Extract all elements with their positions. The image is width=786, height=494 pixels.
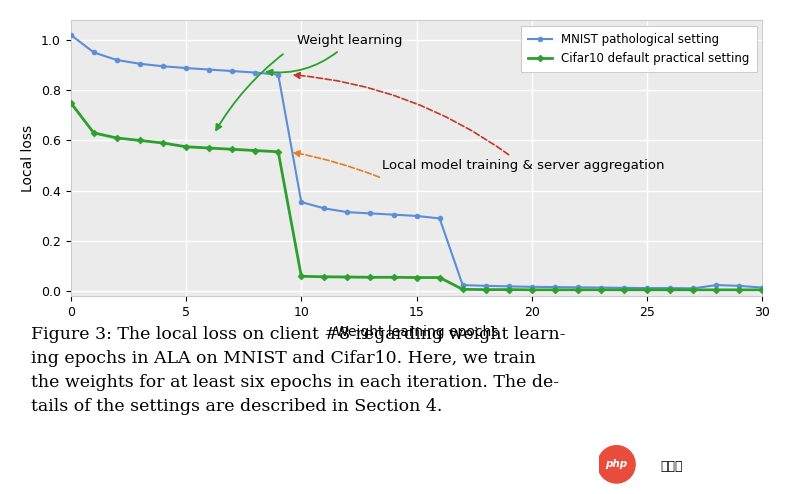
MNIST pathological setting [758, 285, 767, 290]
Cifar10 default practical setting [158, 140, 167, 146]
MNIST pathological setting [481, 283, 490, 289]
Cifar10 default practical setting [343, 274, 352, 280]
Cifar10 default practical setting [573, 287, 582, 293]
Legend: MNIST pathological setting, Cifar10 default practical setting: MNIST pathological setting, Cifar10 defa… [521, 26, 756, 72]
Cifar10 default practical setting [320, 274, 329, 280]
MNIST pathological setting [689, 286, 698, 291]
Cifar10 default practical setting [527, 287, 537, 293]
MNIST pathological setting [112, 57, 122, 63]
Cifar10 default practical setting [251, 148, 260, 154]
Cifar10 default practical setting [642, 287, 652, 293]
Cifar10 default practical setting [689, 287, 698, 293]
Cifar10 default practical setting [365, 274, 375, 280]
MNIST pathological setting [182, 65, 191, 71]
MNIST pathological setting [89, 49, 98, 55]
Text: Local model training & server aggregation: Local model training & server aggregatio… [295, 73, 664, 172]
MNIST pathological setting [504, 284, 513, 289]
Cifar10 default practical setting [182, 144, 191, 150]
MNIST pathological setting [711, 282, 721, 288]
MNIST pathological setting [274, 72, 283, 78]
MNIST pathological setting [66, 32, 75, 38]
MNIST pathological setting [642, 285, 652, 291]
Cifar10 default practical setting [112, 135, 122, 141]
Cifar10 default practical setting [274, 149, 283, 155]
MNIST pathological setting [573, 285, 582, 290]
Cifar10 default practical setting [597, 287, 606, 293]
MNIST pathological setting [597, 285, 606, 290]
MNIST pathological setting [527, 284, 537, 290]
Cifar10 default practical setting [412, 275, 421, 281]
Line: MNIST pathological setting: MNIST pathological setting [68, 33, 765, 291]
MNIST pathological setting [619, 285, 629, 291]
MNIST pathological setting [412, 213, 421, 219]
Cifar10 default practical setting [66, 100, 75, 106]
Text: php: php [605, 459, 627, 469]
Cifar10 default practical setting [481, 287, 490, 292]
Cifar10 default practical setting [89, 130, 98, 136]
Cifar10 default practical setting [227, 146, 237, 152]
Cifar10 default practical setting [550, 287, 560, 293]
Cifar10 default practical setting [735, 287, 744, 293]
MNIST pathological setting [204, 67, 214, 73]
MNIST pathological setting [296, 199, 306, 205]
Cifar10 default practical setting [758, 287, 767, 293]
Cifar10 default practical setting [458, 287, 468, 292]
Cifar10 default practical setting [666, 287, 675, 293]
Cifar10 default practical setting [389, 274, 399, 280]
Cifar10 default practical setting [135, 137, 145, 143]
X-axis label: Weight learning epochs: Weight learning epochs [335, 325, 498, 339]
Cifar10 default practical setting [619, 287, 629, 293]
Text: Figure 3: The local loss on client #8 regarding weight learn-
ing epochs in ALA : Figure 3: The local loss on client #8 re… [31, 326, 566, 415]
MNIST pathological setting [389, 212, 399, 218]
Cifar10 default practical setting [296, 273, 306, 279]
Line: Cifar10 default practical setting: Cifar10 default practical setting [68, 100, 765, 292]
MNIST pathological setting [365, 210, 375, 216]
Circle shape [598, 446, 635, 483]
MNIST pathological setting [458, 282, 468, 288]
Text: 中文网: 中文网 [660, 460, 683, 473]
Cifar10 default practical setting [711, 287, 721, 293]
Cifar10 default practical setting [204, 145, 214, 151]
MNIST pathological setting [343, 209, 352, 215]
MNIST pathological setting [320, 206, 329, 211]
MNIST pathological setting [158, 63, 167, 69]
MNIST pathological setting [251, 70, 260, 76]
MNIST pathological setting [435, 215, 444, 221]
Cifar10 default practical setting [504, 287, 513, 292]
MNIST pathological setting [550, 284, 560, 290]
Y-axis label: Local loss: Local loss [21, 124, 35, 192]
Text: Weight learning: Weight learning [267, 35, 402, 75]
MNIST pathological setting [227, 68, 237, 74]
MNIST pathological setting [735, 283, 744, 289]
MNIST pathological setting [666, 285, 675, 291]
Cifar10 default practical setting [435, 275, 444, 281]
MNIST pathological setting [135, 61, 145, 67]
